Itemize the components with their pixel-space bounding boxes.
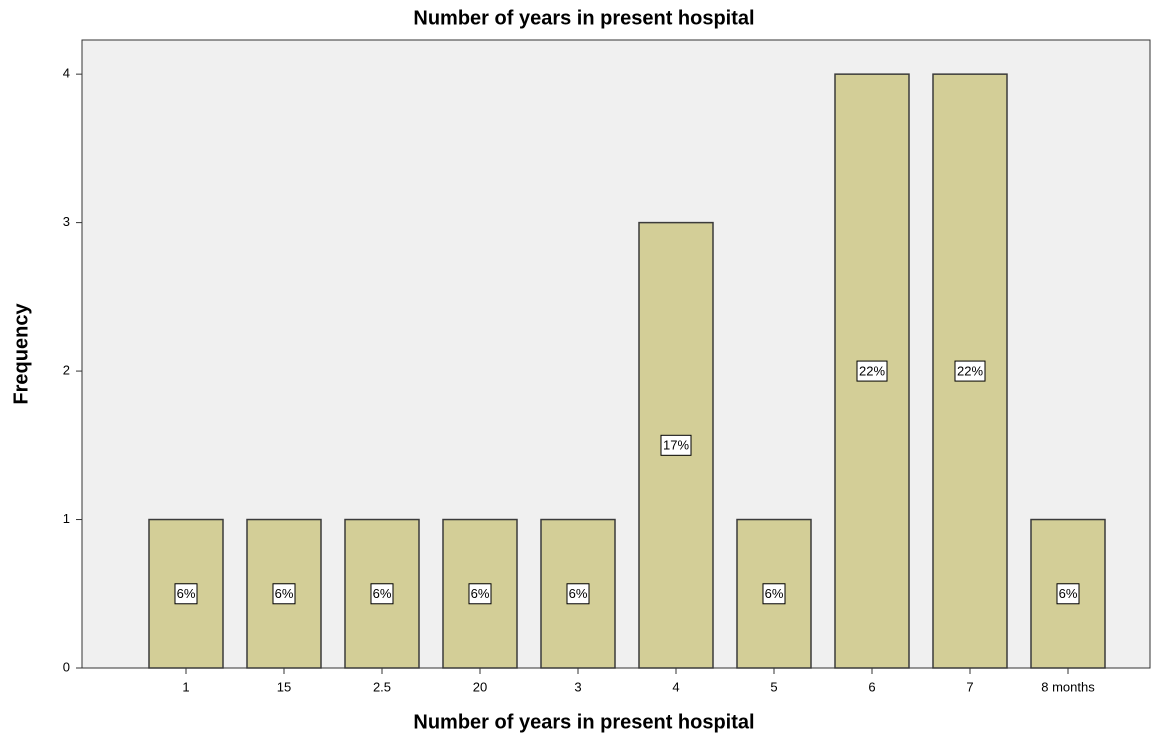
x-tick-label: 2.5 (373, 679, 391, 694)
value-label: 6% (177, 586, 196, 601)
value-label-box (370, 583, 394, 605)
value-label-box (1056, 583, 1080, 605)
x-tick-label: 1 (182, 679, 189, 694)
value-label: 6% (275, 586, 294, 601)
value-label: 6% (373, 586, 392, 601)
y-tick-label: 4 (63, 66, 70, 81)
value-label-box (954, 360, 986, 382)
y-axis-title: Frequency (10, 303, 32, 405)
x-tick-label: 4 (672, 679, 679, 694)
value-label: 6% (569, 586, 588, 601)
value-label: 22% (859, 364, 885, 379)
y-tick-label: 3 (63, 214, 70, 229)
y-tick-label: 2 (63, 363, 70, 378)
y-tick-label: 0 (63, 659, 70, 674)
value-label-box (762, 583, 786, 605)
chart-title: Number of years in present hospital (413, 7, 754, 29)
x-tick-label: 20 (473, 679, 487, 694)
value-label-box (174, 583, 198, 605)
value-label: 6% (471, 586, 490, 601)
x-tick-label: 15 (277, 679, 291, 694)
value-label: 6% (765, 586, 784, 601)
value-label: 17% (663, 438, 689, 453)
y-tick-label: 1 (63, 511, 70, 526)
value-label-box (660, 434, 692, 456)
x-tick-label: 6 (868, 679, 875, 694)
value-label-box (566, 583, 590, 605)
x-axis-title: Number of years in present hospital (413, 711, 754, 733)
x-tick-label: 8 months (1041, 679, 1095, 694)
value-label-box (272, 583, 296, 605)
x-tick-label: 3 (574, 679, 581, 694)
value-label-box (468, 583, 492, 605)
value-label: 22% (957, 364, 983, 379)
x-tick-label: 7 (966, 679, 973, 694)
value-label-box (856, 360, 888, 382)
value-label: 6% (1059, 586, 1078, 601)
x-tick-label: 5 (770, 679, 777, 694)
